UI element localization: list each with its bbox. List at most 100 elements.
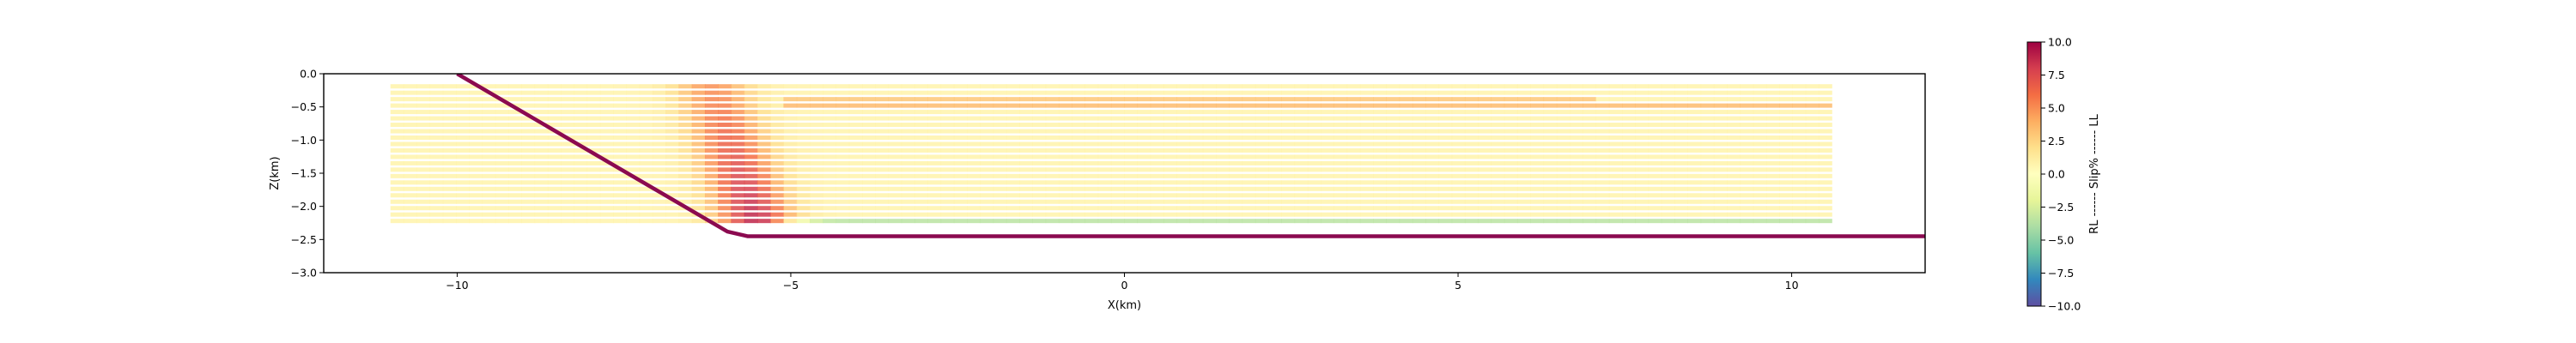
- slip-layer-segment: [1753, 135, 1767, 140]
- slip-layer-segment: [1255, 219, 1269, 224]
- slip-layer-segment: [1268, 173, 1282, 178]
- slip-layer-segment: [1373, 212, 1387, 217]
- slip-layer-segment: [1058, 141, 1072, 147]
- slip-layer-segment: [809, 110, 823, 115]
- slip-layer-segment: [770, 129, 785, 134]
- colorbar-ticks: 10.07.55.02.50.0−2.5−5.0−7.5−10.0: [2041, 36, 2081, 313]
- slip-layer-segment: [678, 90, 693, 95]
- slip-layer-segment: [1216, 110, 1230, 115]
- slip-layer-segment: [1124, 160, 1139, 165]
- slip-layer-segment: [1818, 154, 1832, 159]
- slip-layer-segment: [1661, 147, 1675, 153]
- slip-layer-segment: [1491, 167, 1505, 172]
- slip-layer-segment: [1648, 129, 1662, 134]
- slip-layer-segment: [561, 173, 574, 178]
- slip-layer-segment: [1399, 193, 1413, 198]
- colorbar-tick: −5.0: [2041, 234, 2074, 247]
- slip-layer: [390, 147, 1832, 153]
- slip-layer-segment: [835, 160, 850, 165]
- slip-layer-segment: [940, 199, 955, 204]
- slip-layer-segment: [574, 129, 588, 134]
- slip-layer-segment: [678, 186, 693, 191]
- slip-layer-segment: [561, 206, 574, 211]
- slip-layer-segment: [1281, 116, 1296, 121]
- slip-layer-segment: [1386, 186, 1400, 191]
- slip-layer-segment: [1779, 199, 1794, 204]
- slip-layer: [390, 116, 1832, 121]
- slip-layer-segment: [1556, 147, 1571, 153]
- slip-layer-segment: [574, 206, 588, 211]
- slip-layer-segment: [1713, 90, 1728, 95]
- slip-layer-segment: [508, 97, 522, 102]
- slip-layer-segment: [1399, 147, 1413, 153]
- slip-layer-segment: [1216, 206, 1230, 211]
- slip-layer-segment: [1058, 123, 1072, 128]
- slip-layer-segment: [1570, 193, 1583, 198]
- slip-layer-segment: [1124, 135, 1139, 140]
- slip-layer-segment: [626, 212, 641, 217]
- slip-layer-segment: [848, 154, 863, 159]
- slip-layer-segment: [1334, 193, 1348, 198]
- slip-layer-segment: [1084, 206, 1099, 211]
- slip-layer-segment: [1425, 212, 1440, 217]
- slip-layer-segment: [1727, 180, 1741, 185]
- slip-layer-segment: [704, 206, 719, 211]
- slip-layer-segment: [783, 199, 798, 204]
- slip-layer-segment: [482, 193, 496, 198]
- slip-layer-segment: [1464, 199, 1479, 204]
- slip-layer-segment: [1307, 219, 1321, 224]
- slip-layer-segment: [1255, 97, 1269, 102]
- slip-layer-segment: [1648, 160, 1662, 165]
- slip-layer-segment: [1137, 90, 1151, 95]
- slip-layer-segment: [691, 147, 706, 153]
- slip-layer-segment: [1045, 97, 1060, 102]
- slip-layer-segment: [561, 103, 574, 108]
- slip-layer-segment: [1438, 212, 1453, 217]
- slip-layer-segment: [704, 129, 719, 134]
- slip-layer-segment: [875, 129, 890, 134]
- slip-layer-segment: [1202, 173, 1217, 178]
- slip-layer-segment: [1464, 167, 1479, 172]
- slip-layer-segment: [1805, 186, 1820, 191]
- slip-layer-segment: [1294, 167, 1309, 172]
- slip-layer-segment: [429, 173, 444, 178]
- slip-layer-segment: [586, 180, 601, 185]
- slip-layer-segment: [744, 193, 758, 198]
- slip-layer-segment: [1229, 180, 1243, 185]
- slip-layer-segment: [1359, 199, 1374, 204]
- slip-layer-segment: [1622, 103, 1636, 108]
- slip-layer-segment: [1045, 199, 1060, 204]
- slip-layer-segment: [914, 103, 928, 108]
- x-axis-ticks: −10 −5 0 5 10: [446, 273, 1799, 292]
- slip-layer-segment: [1359, 193, 1374, 198]
- slip-layer-segment: [888, 97, 902, 102]
- slip-layer-segment: [835, 206, 850, 211]
- slip-layer-segment: [1700, 212, 1715, 217]
- slip-layer-segment: [1661, 180, 1675, 185]
- slip-layer-segment: [1727, 167, 1741, 172]
- slip-layer-segment: [1176, 103, 1191, 108]
- slip-layer-segment: [1543, 147, 1558, 153]
- slip-layer-segment: [1543, 193, 1558, 198]
- slip-layer-segment: [1635, 123, 1649, 128]
- slip-layer-segment: [875, 193, 890, 198]
- slip-layer-segment: [691, 180, 706, 185]
- slip-layer-segment: [1805, 219, 1820, 224]
- slip-layer-segment: [1779, 167, 1794, 172]
- slip-layer-segment: [1412, 110, 1426, 115]
- slip-layer-segment: [1110, 219, 1125, 224]
- slip-layer-segment: [691, 84, 706, 89]
- slip-layer-segment: [1189, 206, 1204, 211]
- slip-layer-segment: [1334, 103, 1348, 108]
- slip-layer-segment: [1661, 212, 1675, 217]
- slip-layer-segment: [1229, 219, 1243, 224]
- slip-layer-segment: [1334, 160, 1348, 165]
- slip-layer-segment: [1334, 147, 1348, 153]
- slip-layer-segment: [1072, 129, 1086, 134]
- slip-layer-segment: [482, 116, 496, 121]
- slip-layer-segment: [626, 206, 641, 211]
- slip-layer-segment: [613, 193, 627, 198]
- slip-layer-segment: [940, 97, 955, 102]
- slip-layer-segment: [783, 219, 798, 224]
- slip-layer-segment: [1792, 97, 1807, 102]
